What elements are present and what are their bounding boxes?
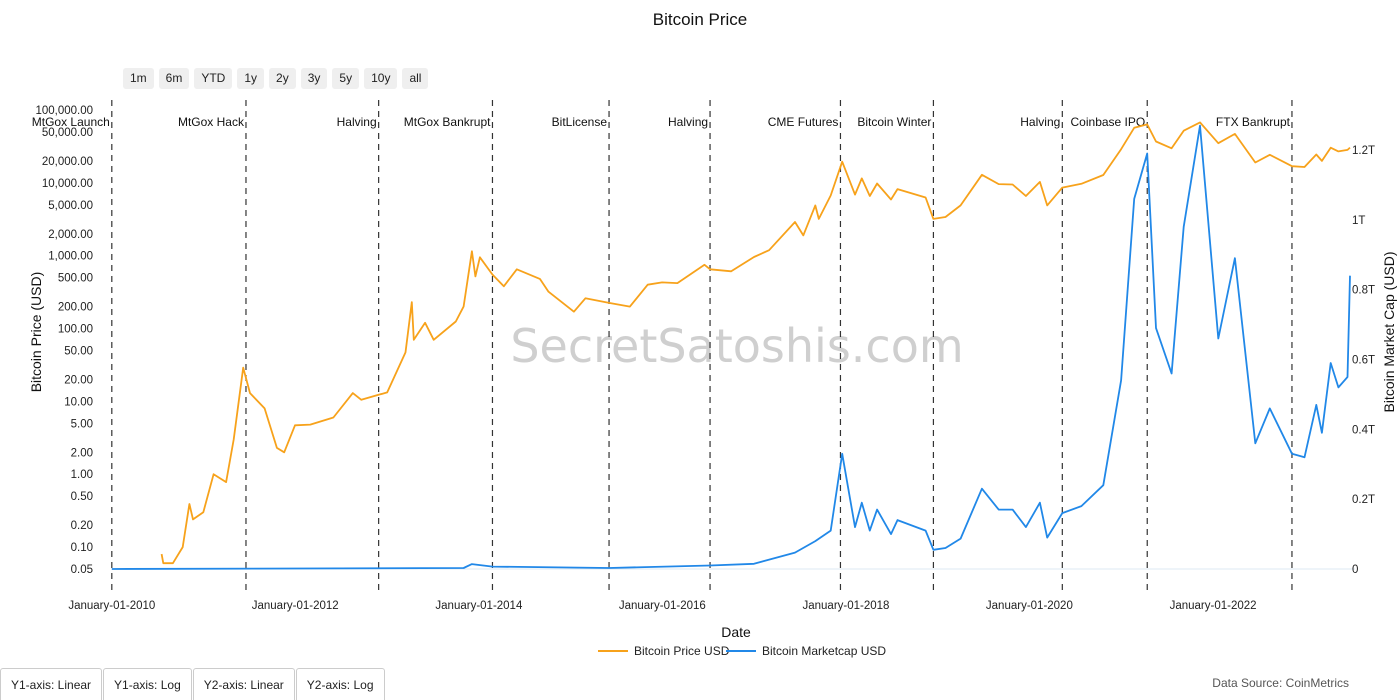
y1-tick-label: 100.00 <box>58 324 93 336</box>
event-markers: MtGox Launch MtGox Hack Halving MtGox Bankr… <box>32 100 1355 590</box>
event-label: FTX Bankrupt <box>1216 115 1291 129</box>
y1-tick-label: 10,000.00 <box>42 178 93 190</box>
legend-price-label[interactable]: Bitcoin Price USD <box>634 644 730 658</box>
series-layer <box>111 121 1351 570</box>
event-label: Bitcoin Winter <box>857 115 931 129</box>
event-label: BitLicense <box>552 115 608 129</box>
y1-tick-label: 0.10 <box>71 542 93 554</box>
y1-tick-label: 0.20 <box>71 520 93 532</box>
x-tick-label: January-01-2010 <box>68 600 155 612</box>
event-label: Halving <box>1020 115 1060 129</box>
event-label: MtGox Hack <box>178 115 245 129</box>
y2-axis-label: Bitcoin Market Cap (USD) <box>1381 251 1397 412</box>
y1-axis-ticks: 100,000.00 50,000.00 20,000.00 10,000.00 5,0… <box>35 105 93 576</box>
range-button-1y[interactable]: 1y <box>237 68 265 89</box>
y1-log-button[interactable]: Y1-axis: Log <box>103 668 192 700</box>
y1-tick-label: 0.50 <box>71 491 93 503</box>
range-button-2y[interactable]: 2y <box>269 68 296 89</box>
range-button-ytd[interactable]: YTD <box>194 68 233 89</box>
y2-log-button[interactable]: Y2-axis: Log <box>295 668 385 700</box>
y2-axis-ticks: 0 0.2T 0.4T 0.6T 0.8T 1T 1.2T <box>1352 145 1375 576</box>
y2-tick-label: 0.2T <box>1352 494 1375 506</box>
legend: Bitcoin Price USD Bitcoin Marketcap USD <box>598 644 886 658</box>
y1-tick-label: 1,000.00 <box>48 251 93 263</box>
x-tick-label: January-01-2022 <box>1170 600 1257 612</box>
y2-tick-label: 0 <box>1352 564 1358 576</box>
event-label: CME Futures <box>768 115 839 129</box>
y1-linear-button[interactable]: Y1-axis: Linear <box>0 668 103 700</box>
y1-tick-label: 500.00 <box>58 273 93 285</box>
y2-tick-label: 0.4T <box>1352 424 1375 436</box>
y1-tick-label: 10.00 <box>64 396 93 408</box>
event-label: Halving <box>337 115 377 129</box>
x-tick-label: January-01-2012 <box>252 600 339 612</box>
event-label: Halving <box>668 115 708 129</box>
y1-tick-label: 5.00 <box>71 418 93 430</box>
chart-title: Bitcoin Price <box>652 10 748 29</box>
y2-linear-button[interactable]: Y2-axis: Linear <box>192 668 295 700</box>
watermark: SecretSatoshis.com <box>510 319 963 373</box>
y1-tick-label: 0.05 <box>71 564 93 576</box>
x-tick-label: January-01-2018 <box>803 600 890 612</box>
y1-tick-label: 1.00 <box>71 469 93 481</box>
y1-tick-label: 200.00 <box>58 302 93 314</box>
y2-tick-label: 1T <box>1352 215 1365 227</box>
range-button-6m[interactable]: 6m <box>158 68 190 89</box>
event-label: MtGox Launch <box>32 115 110 129</box>
range-button-5y[interactable]: 5y <box>332 68 360 89</box>
legend-marketcap-label[interactable]: Bitcoin Marketcap USD <box>762 644 886 658</box>
y1-tick-label: 50.00 <box>64 345 93 357</box>
x-axis-ticks: January-01-2010 January-01-2012 January-01… <box>68 600 1256 612</box>
y1-tick-label: 2,000.00 <box>48 229 93 241</box>
range-selector: 1m 6m YTD 1y 2y 3y 5y 10y all <box>123 68 429 89</box>
y2-tick-label: 0.6T <box>1352 355 1375 367</box>
x-axis-label: Date <box>721 624 751 640</box>
y1-tick-label: 2.00 <box>71 447 93 459</box>
x-tick-label: January-01-2016 <box>619 600 706 612</box>
y1-tick-label: 100,000.00 <box>35 105 93 117</box>
range-button-3y[interactable]: 3y <box>300 68 328 89</box>
y1-tick-label: 50,000.00 <box>42 127 93 139</box>
price-series-line[interactable] <box>160 121 1351 565</box>
range-button-all[interactable]: all <box>402 68 429 89</box>
y1-axis-label: Bitcoin Price (USD) <box>28 272 44 393</box>
x-tick-label: January-01-2014 <box>435 600 523 612</box>
axis-scale-selector: Y1-axis: Linear Y1-axis: Log Y2-axis: Li… <box>0 668 386 700</box>
y2-tick-label: 0.8T <box>1352 285 1375 297</box>
marketcap-series-line[interactable] <box>111 124 1351 570</box>
event-label: MtGox Bankrupt <box>404 115 491 129</box>
x-tick-label: January-01-2020 <box>986 600 1073 612</box>
y1-tick-label: 20.00 <box>64 374 93 386</box>
data-source-note: Data Source: CoinMetrics <box>1212 676 1349 690</box>
y2-tick-label: 1.2T <box>1352 145 1375 157</box>
y1-tick-label: 20,000.00 <box>42 156 93 168</box>
y1-tick-label: 5,000.00 <box>48 200 93 212</box>
event-label: Coinbase IPO <box>1071 115 1146 129</box>
range-button-1m[interactable]: 1m <box>123 68 154 89</box>
range-button-10y[interactable]: 10y <box>364 68 398 89</box>
